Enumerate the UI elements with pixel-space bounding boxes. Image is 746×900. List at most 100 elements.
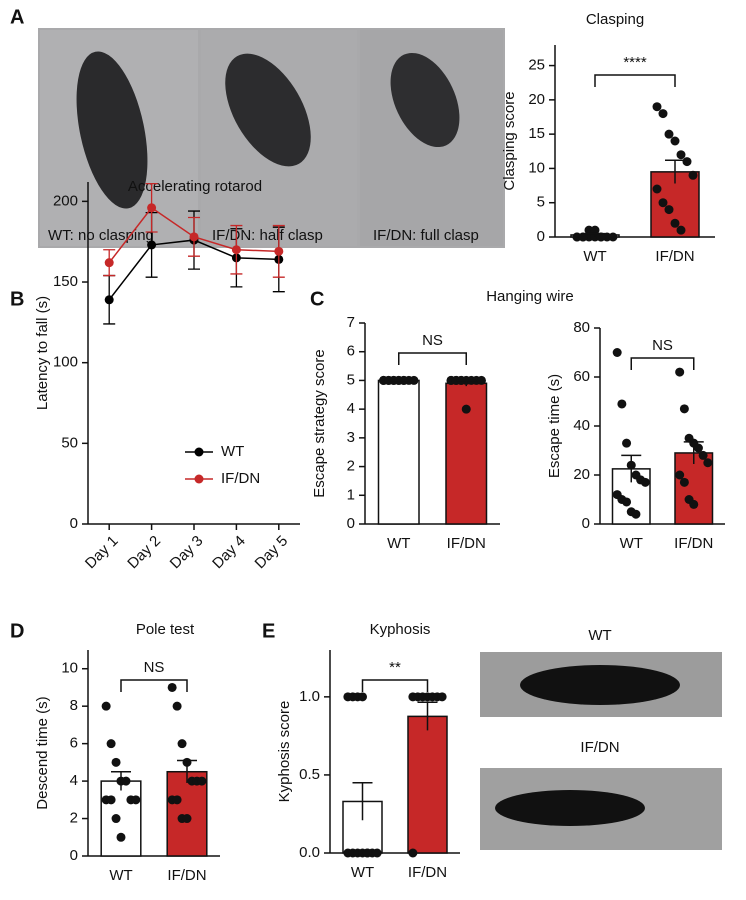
y-tick-label: 200 (53, 192, 78, 209)
data-point (679, 477, 689, 487)
chart-title: Kyphosis (370, 621, 431, 638)
legend-marker (194, 474, 204, 484)
x-tick-label: Day 3 (167, 532, 207, 572)
data-point (104, 295, 114, 305)
data-point (664, 129, 674, 139)
data-point (617, 399, 627, 409)
data-point (104, 258, 114, 268)
data-point (670, 136, 680, 146)
error-bar (621, 454, 642, 483)
significance-bracket (120, 679, 188, 692)
y-tick-label: 1 (347, 486, 355, 503)
y-axis-label: Latency to fall (s) (34, 296, 51, 410)
mouse (495, 790, 645, 826)
data-point (688, 170, 698, 180)
photo-caption: IF/DN: half clasp (212, 227, 323, 244)
y-tick-label: 0 (537, 228, 545, 245)
y-tick-label: 0 (70, 847, 78, 864)
mouse (390, 52, 460, 148)
mouse (520, 665, 680, 705)
data-point (106, 795, 116, 805)
y-tick-label: 4 (70, 772, 78, 789)
data-point (408, 848, 418, 858)
data-point (622, 497, 632, 507)
data-point (612, 348, 622, 357)
clasping-photos: WT: no clasping IF/DN: half clasp IF/DN:… (38, 28, 505, 248)
y-tick-label: 1.0 (299, 688, 320, 705)
y-tick-label: 0.5 (299, 766, 320, 783)
x-tick-label: IF/DN (447, 535, 486, 552)
x-tick-label: IF/DN (408, 864, 447, 881)
y-tick-label: 2 (347, 458, 355, 475)
data-point (596, 232, 606, 242)
panel-label: D (10, 620, 24, 642)
data-point (167, 682, 177, 692)
data-point (476, 375, 486, 385)
significance-bracket (630, 357, 695, 370)
y-tick-label: 20 (573, 466, 590, 483)
data-point (689, 499, 699, 509)
y-tick-label: 5 (537, 194, 545, 211)
panel-label: B (10, 288, 24, 310)
x-tick-label: Day 2 (124, 532, 164, 572)
data-point (409, 375, 419, 385)
data-point (676, 150, 686, 160)
data-point (652, 102, 662, 112)
photo-caption: IF/DN (580, 739, 619, 756)
significance-label: **** (623, 54, 647, 71)
data-point (703, 458, 713, 468)
significance-label: NS (144, 659, 165, 676)
error-bar (111, 770, 131, 791)
data-point (622, 438, 632, 448)
data-point (437, 692, 447, 702)
significance-bracket (398, 352, 467, 365)
data-point (578, 232, 588, 242)
bar (407, 715, 448, 854)
data-point (362, 848, 372, 858)
x-tick-label: WT (351, 864, 374, 881)
data-point (172, 795, 182, 805)
y-tick-label: 15 (528, 125, 545, 142)
photo-caption: WT: no clasping (48, 227, 154, 244)
data-point (182, 814, 192, 824)
data-point (675, 470, 685, 480)
x-tick-label: IF/DN (674, 535, 713, 552)
bar (100, 780, 142, 857)
y-tick-label: 25 (528, 57, 545, 74)
error-bar (417, 701, 438, 731)
chart-title: Hanging wire (486, 288, 574, 305)
data-point (675, 367, 685, 377)
data-point (189, 232, 199, 242)
data-point (652, 184, 662, 194)
y-tick-label: 2 (70, 810, 78, 827)
y-tick-label: 80 (573, 319, 590, 336)
y-tick-label: 60 (573, 368, 590, 385)
significance-bracket (361, 679, 429, 692)
data-point (111, 757, 121, 767)
chart-title: Accelerating rotarod (128, 178, 262, 195)
data-point (177, 739, 187, 749)
y-axis-label: Clasping score (501, 91, 518, 190)
error-bar (665, 159, 685, 184)
y-tick-label: 50 (61, 434, 78, 451)
legend-label: WT (221, 443, 244, 460)
significance-label: ** (389, 659, 401, 676)
y-tick-label: 6 (70, 735, 78, 752)
x-tick-label: Day 5 (252, 532, 292, 572)
x-tick-label: WT (620, 535, 643, 552)
error-bar (683, 441, 704, 464)
data-point (111, 814, 121, 824)
data-point (116, 832, 126, 842)
data-point (682, 157, 692, 167)
y-tick-label: 3 (347, 429, 355, 446)
x-tick-label: Day 1 (82, 532, 122, 572)
x-tick-label: IF/DN (655, 248, 694, 265)
x-tick-label: WT (387, 535, 410, 552)
y-tick-label: 150 (53, 273, 78, 290)
significance-bracket (594, 74, 676, 87)
data-point (461, 404, 471, 414)
kyphosis-photos: WT IF/DN (480, 627, 722, 850)
panel-label: A (10, 6, 24, 28)
y-tick-label: 0.0 (299, 844, 320, 861)
